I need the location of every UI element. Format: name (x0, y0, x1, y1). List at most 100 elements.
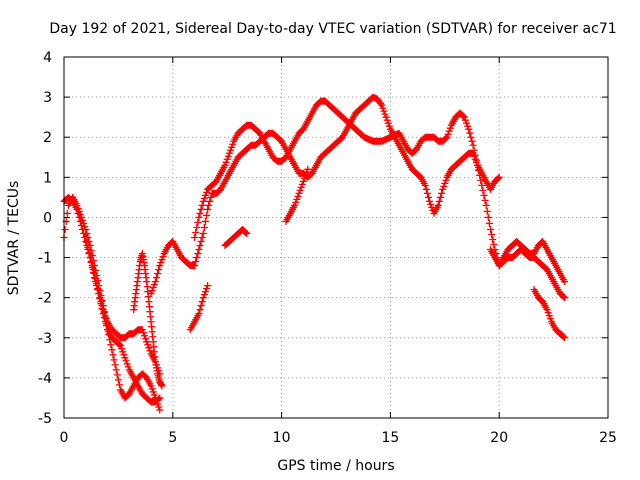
data-point (205, 201, 213, 209)
data-point (470, 152, 478, 160)
data-point (223, 155, 231, 163)
data-point (296, 186, 304, 194)
data-point (123, 360, 131, 368)
data-point (546, 315, 554, 323)
data-point (442, 134, 450, 142)
data-point (490, 241, 498, 249)
data-point (200, 223, 208, 231)
data-point (201, 191, 209, 199)
data-point (222, 158, 230, 166)
data-point (560, 278, 568, 286)
data-point (139, 329, 147, 337)
data-point (440, 182, 448, 190)
data-point (434, 201, 442, 209)
data-point (380, 107, 388, 115)
data-point (382, 113, 390, 121)
data-point (303, 168, 311, 176)
data-point (150, 281, 158, 289)
data-point (74, 209, 82, 217)
y-tick-label: -3 (38, 331, 52, 347)
data-point (93, 282, 101, 290)
data-point (191, 262, 199, 270)
data-point (118, 345, 126, 353)
data-point (198, 234, 206, 241)
data-point (78, 225, 86, 233)
y-tick-label: 0 (43, 210, 52, 226)
data-point (73, 205, 81, 213)
data-point (147, 382, 155, 390)
data-point (421, 181, 429, 189)
data-point (196, 306, 204, 314)
data-point (98, 302, 106, 310)
data-point (446, 124, 454, 132)
data-point (90, 274, 98, 282)
data-point (96, 294, 104, 302)
data-point (108, 346, 116, 354)
data-point (385, 122, 393, 130)
data-point (560, 334, 568, 342)
data-point (86, 254, 94, 262)
data-point (206, 197, 214, 205)
data-point (147, 290, 155, 298)
series-track-9 (221, 225, 251, 250)
data-point (459, 112, 467, 120)
data-point (115, 341, 123, 349)
data-point (151, 278, 159, 286)
data-point (207, 193, 215, 201)
data-point (377, 100, 385, 108)
data-point (478, 181, 486, 189)
data-point (442, 176, 450, 184)
series-track-7 (486, 246, 568, 302)
data-point (83, 239, 91, 247)
data-point (197, 302, 205, 310)
data-point (119, 348, 127, 356)
data-point (148, 385, 156, 393)
data-point (203, 285, 211, 293)
data-point (299, 177, 307, 185)
series-track-1 (60, 193, 164, 414)
plot-frame (63, 56, 609, 419)
data-point (198, 298, 206, 306)
data-point (544, 309, 552, 317)
data-point (159, 253, 167, 261)
axis-ticks: 0 5 10 15 20 25 -5 -4 -3 -2 -1 0 1 2 3 4 (38, 50, 617, 446)
y-tick-label: 2 (43, 130, 52, 146)
data-point (473, 161, 481, 169)
data-point (114, 376, 122, 384)
y-tick-label: -4 (38, 371, 52, 387)
data-point (85, 249, 93, 257)
data-point (155, 266, 163, 274)
data-point (381, 110, 389, 118)
data-point (294, 192, 302, 200)
data-point (107, 341, 115, 349)
data-point (192, 228, 200, 236)
data-point (195, 246, 203, 254)
data-point (97, 298, 105, 306)
data-point (228, 143, 236, 151)
gridlines (64, 57, 608, 418)
data-point (146, 347, 154, 355)
data-point (110, 356, 118, 364)
data-point (435, 197, 443, 205)
data-point (436, 193, 444, 201)
data-point (439, 185, 447, 193)
data-point (476, 171, 484, 179)
data-point (198, 201, 206, 209)
y-axis-label: SDTVAR / TECUs (6, 181, 22, 296)
chart-title: Day 192 of 2021, Sidereal Day-to-day VTE… (49, 21, 616, 37)
data-point (89, 269, 97, 277)
data-point (112, 366, 120, 374)
data-point (193, 223, 201, 231)
data-point (293, 195, 301, 203)
series-track-3 (82, 234, 164, 378)
data-point (113, 371, 121, 379)
y-tick-label: -2 (38, 291, 52, 307)
data-point (99, 306, 107, 314)
data-point (193, 254, 201, 262)
data-point (471, 151, 479, 159)
data-point (197, 205, 205, 213)
x-tick-label: 10 (273, 430, 291, 446)
series-track-8 (530, 286, 568, 342)
data-point (87, 259, 95, 267)
